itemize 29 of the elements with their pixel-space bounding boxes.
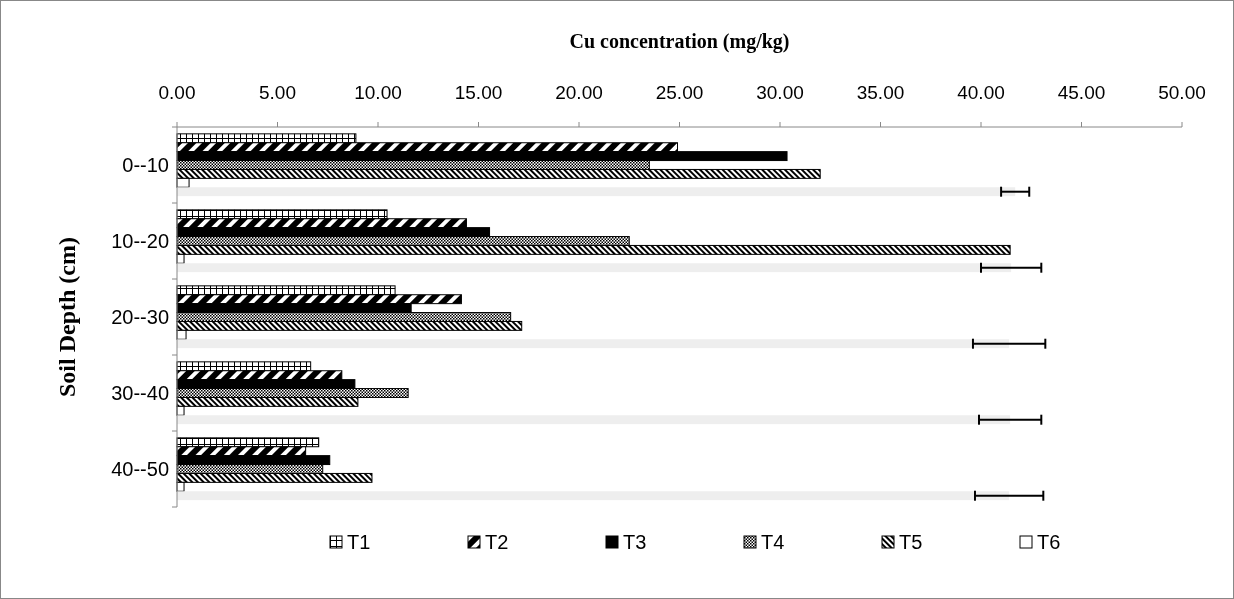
legend-label: T4	[761, 531, 785, 553]
x-tick-label: 10.00	[354, 82, 402, 103]
y-tick-label: 0--10	[122, 154, 169, 176]
legend-label: T3	[623, 531, 647, 553]
legend-label: T6	[1037, 531, 1061, 553]
bar	[177, 491, 1010, 501]
x-tick-label: 15.00	[454, 82, 503, 103]
x-tick-label: 30.00	[756, 82, 804, 103]
x-axis-title: Cu concentration (mg/kg)	[569, 30, 790, 53]
legend-label: T2	[485, 531, 509, 553]
x-tick-label: 45.00	[1057, 82, 1106, 103]
bar	[177, 263, 1012, 273]
legend-label: T1	[347, 531, 371, 553]
x-tick-label: 0.00	[158, 82, 196, 103]
x-tick-label: 40.00	[957, 82, 1005, 103]
legend-label: T5	[899, 531, 923, 553]
bar	[177, 339, 1010, 349]
bar	[177, 187, 1016, 197]
y-tick-label: 10--20	[111, 230, 169, 252]
y-tick-label: 20--30	[111, 306, 169, 328]
y-tick-label: 30--40	[111, 382, 169, 404]
x-tick-label: 5.00	[259, 82, 296, 103]
x-tick-label: 25.00	[655, 82, 704, 103]
x-tick-label: 35.00	[856, 82, 905, 103]
bar	[177, 415, 1011, 425]
y-axis-title: Soil Depth (cm)	[54, 237, 80, 397]
x-tick-label: 20.00	[555, 82, 603, 103]
y-tick-label: 40--50	[111, 458, 169, 480]
x-tick-label: 50.00	[1158, 82, 1206, 103]
